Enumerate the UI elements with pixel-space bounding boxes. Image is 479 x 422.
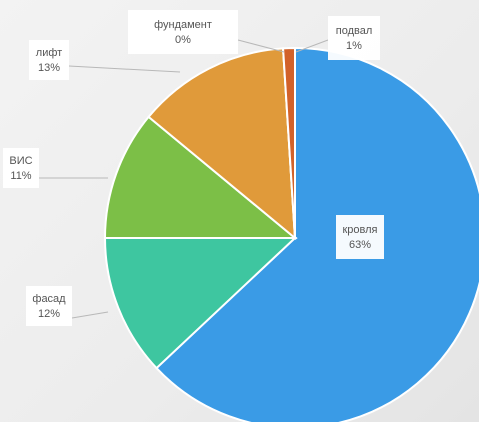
data-label-box-2	[3, 148, 39, 188]
data-label-box-0	[336, 215, 384, 259]
slice-label-3: лифт	[36, 47, 62, 59]
leader-line-5	[295, 39, 329, 53]
pie-slice-0	[155, 46, 479, 422]
data-label-box-5	[328, 16, 380, 60]
data-label-box-4	[128, 10, 238, 54]
slice-value-0: 63%	[349, 239, 371, 251]
slice-value-1: 12%	[38, 308, 60, 320]
slice-value-2: 11%	[10, 170, 31, 182]
slice-label-0: кровля	[342, 224, 377, 236]
pie-labels: кровля 63% фасад 12% ВИС 11% лифт 13% фундамент 0…	[3, 10, 384, 326]
leader-line-1	[71, 311, 109, 319]
pie-slice-2	[103, 115, 298, 239]
slice-value-3: 13%	[38, 62, 60, 74]
data-label-box-3	[29, 40, 69, 80]
slice-value-5: 1%	[346, 40, 362, 52]
leader-line-3	[68, 65, 181, 73]
pie-slice-5	[282, 46, 296, 239]
data-label-box-1	[26, 286, 72, 326]
leader-line-4	[237, 39, 285, 53]
pie-slice-1	[103, 237, 298, 370]
slice-label-4: фундамент	[154, 19, 212, 31]
pie-slices	[103, 46, 479, 422]
slice-label-5: подвал	[336, 25, 373, 37]
slice-label-2: ВИС	[9, 155, 32, 167]
slice-label-1: фасад	[32, 293, 66, 305]
slice-value-4: 0%	[175, 34, 191, 46]
